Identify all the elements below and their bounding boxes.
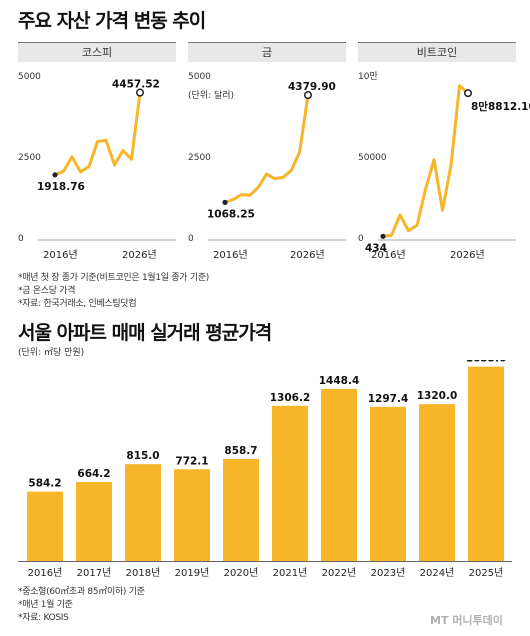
- end-value-label: 8만8812.10: [471, 100, 530, 113]
- x-tick-label: 2022년: [322, 567, 357, 579]
- note-bottom-3: *자료: KOSIS: [18, 613, 69, 623]
- x-tick-label: 2020년: [224, 567, 259, 579]
- start-value-label: 1918.76: [37, 181, 85, 193]
- panel-header-kospi: 코스피: [18, 42, 176, 62]
- note-top-2: *금 온스당 가격: [18, 286, 76, 296]
- x-tick-label: 2019년: [175, 567, 210, 579]
- y-tick-label: 0: [18, 234, 24, 244]
- start-point-marker: [222, 199, 228, 205]
- bar: [370, 406, 406, 561]
- end-point-marker: [463, 89, 473, 98]
- panel-header-gold: 금: [188, 42, 346, 62]
- note-top-3: *자료: 한국거래소, 인베스팅닷컴: [18, 299, 137, 309]
- bar: [76, 482, 112, 561]
- end-value-label: 4457.52: [112, 79, 160, 91]
- watermark-logo: MT 머니투데이: [430, 614, 503, 627]
- note-top-1: *매년 첫 장 종가 기준(비트코인은 1월1일 종가 기준): [18, 273, 210, 283]
- bar-value-label: 1297.4: [368, 393, 409, 405]
- start-value-label: 434: [365, 242, 387, 254]
- bar: [125, 464, 161, 561]
- bar: [321, 388, 357, 561]
- bar-value-label: 1448.4: [319, 375, 360, 387]
- bar: [468, 366, 504, 561]
- bar-chart-title: 서울 아파트 매매 실거래 평균가격: [18, 322, 272, 344]
- x-tick-label: 2025년: [469, 567, 504, 579]
- bar-value-label: 664.2: [77, 468, 110, 480]
- end-point-marker: [135, 88, 145, 97]
- bar-value-label: 1635.6: [466, 360, 507, 365]
- x-tick-label: 2026년: [450, 249, 485, 261]
- series-line: [224, 94, 310, 204]
- bar-value-label: 858.7: [224, 445, 257, 457]
- panel-header-bitcoin: 비트코인: [358, 42, 516, 62]
- unit-label: (단위: 달러): [188, 89, 234, 101]
- start-point-marker: [52, 172, 58, 178]
- x-tick-label: 2024년: [420, 567, 455, 579]
- bar-value-label: 772.1: [175, 455, 208, 467]
- bar-chart-unit: (단위: ㎡당 만원): [18, 348, 85, 358]
- start-point-marker: [380, 233, 386, 239]
- x-tick-label: 2018년: [126, 567, 161, 579]
- end-value-label: 4379.90: [288, 81, 336, 93]
- x-tick-label: 2017년: [77, 567, 112, 579]
- bar: [27, 491, 63, 561]
- x-tick-label: 2023년: [371, 567, 406, 579]
- x-tick-label: 2026년: [290, 249, 325, 261]
- note-bottom-1: *중소형(60㎡초과 85㎡이하) 기준: [18, 587, 145, 597]
- x-tick-label: 2026년: [122, 249, 157, 261]
- y-tick-label: 10만: [358, 71, 378, 82]
- bar: [223, 458, 259, 561]
- bar: [174, 469, 210, 561]
- note-bottom-2: *매년 1월 기준: [18, 600, 73, 610]
- bar-value-label: 584.2: [28, 478, 61, 490]
- series-line: [54, 92, 142, 177]
- bar-value-label: 1306.2: [270, 392, 311, 404]
- y-tick-label: 0: [358, 234, 364, 244]
- y-tick-label: 2500: [188, 153, 211, 163]
- x-tick-label: 2016년: [213, 249, 248, 261]
- start-value-label: 1068.25: [207, 208, 255, 220]
- bar: [272, 405, 308, 561]
- line-charts: 5000 2500 0 1918.76 4457.52 2016년 2026년 5000 250…: [18, 71, 530, 261]
- x-tick-label: 2016년: [371, 249, 406, 261]
- y-tick-label: 5000: [18, 72, 41, 82]
- y-tick-label: 2500: [18, 153, 41, 163]
- end-point-marker: [303, 91, 313, 100]
- x-tick-label: 2016년: [43, 249, 78, 261]
- main-title: 주요 자산 가격 변동 추이: [18, 10, 206, 32]
- y-tick-label: 0: [188, 234, 194, 244]
- y-tick-label: 5000: [188, 72, 211, 82]
- y-tick-label: 50000: [358, 153, 387, 163]
- bar-chart: 584.2 2016년 664.2 2017년 815.0 2018년 772.1 2019년…: [18, 360, 512, 579]
- x-tick-label: 2016년: [28, 567, 63, 579]
- bar-value-label: 1320.0: [417, 390, 458, 402]
- bar: [419, 404, 455, 561]
- x-tick-label: 2021년: [273, 567, 308, 579]
- series-line: [382, 84, 469, 238]
- bar-value-label: 815.0: [126, 450, 159, 462]
